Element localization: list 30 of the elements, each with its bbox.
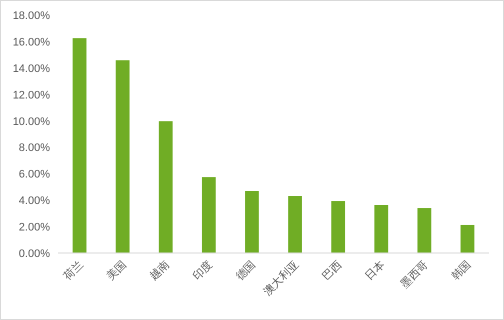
x-tick-label: 荷兰 (60, 258, 86, 283)
bar (288, 196, 302, 253)
bar (158, 121, 173, 253)
x-tick-label: 美国 (104, 258, 129, 283)
bar (72, 38, 86, 253)
x-tick-label: 越南 (147, 258, 172, 283)
bar (374, 205, 388, 253)
bar (417, 208, 432, 253)
bar (245, 190, 259, 253)
x-tick-label: 印度 (190, 258, 215, 283)
y-tick-label: 10.00% (12, 116, 50, 128)
x-tick-label: 德国 (234, 258, 258, 283)
y-tick-label: 14.00% (12, 62, 50, 75)
bar (202, 177, 216, 253)
y-tick-label: 6.00% (18, 168, 50, 181)
x-tick-label: 澳大利亚 (260, 258, 302, 298)
x-tick-label: 韩国 (448, 258, 474, 283)
bar (116, 60, 130, 253)
y-tick-label: 16.00% (12, 36, 50, 48)
bar (331, 201, 346, 253)
x-tick-label: 墨西哥 (398, 258, 430, 290)
y-tick-label: 2.00% (18, 222, 50, 234)
y-tick-label: 0.00% (18, 248, 50, 260)
bar (460, 224, 474, 253)
x-tick-label: 巴西 (320, 258, 344, 283)
y-tick-label: 8.00% (18, 142, 50, 154)
y-tick-label: 12.00% (12, 89, 50, 102)
y-tick-label: 4.00% (18, 195, 50, 208)
y-tick-label: 18.00% (12, 10, 50, 22)
x-tick-label: 日本 (362, 258, 388, 283)
